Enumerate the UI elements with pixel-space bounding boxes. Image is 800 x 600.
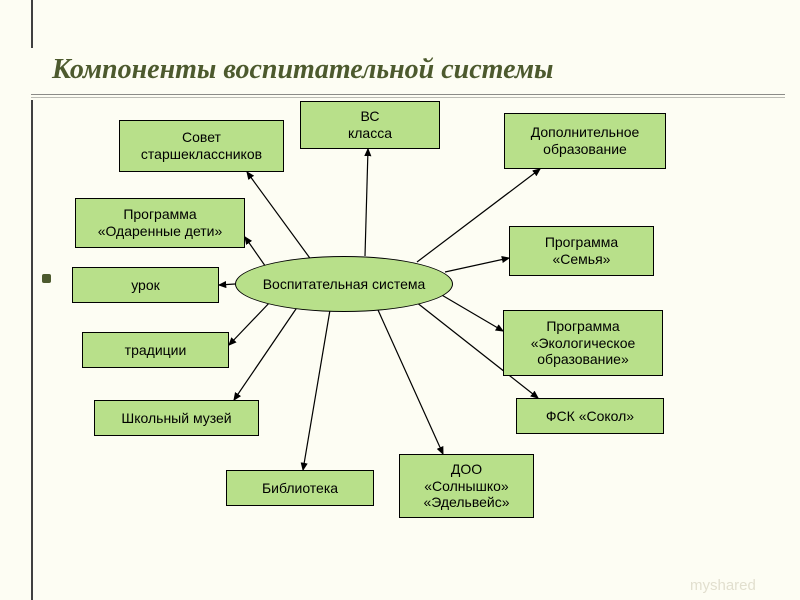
- title-rule-2: [31, 97, 785, 98]
- slide-title: Компоненты воспитательной системы: [52, 54, 553, 86]
- edge-vs-klassa: [365, 149, 368, 256]
- list-bullet: [42, 274, 51, 283]
- node-dop-obr: Дополнительное образование: [504, 113, 666, 169]
- watermark: myshared: [690, 577, 756, 594]
- edge-doo: [378, 310, 443, 454]
- node-biblioteka: Библиотека: [226, 470, 374, 506]
- center-label: Воспитательная система: [263, 276, 426, 292]
- node-vs-klassa: ВС класса: [300, 101, 440, 149]
- node-eco: Программа «Экологическое образование»: [503, 310, 663, 376]
- node-muzei: Школьный музей: [94, 400, 259, 436]
- node-urok: урок: [72, 267, 219, 303]
- node-sovet: Совет старшеклассников: [119, 120, 284, 172]
- edge-eco: [440, 294, 503, 331]
- left-accent-line-bottom: [31, 100, 33, 600]
- slide: Компоненты воспитательной системы Воспит…: [0, 0, 800, 600]
- node-odarennye: Программа «Одаренные дети»: [75, 198, 245, 248]
- node-doo: ДОО «Солнышко» «Эдельвейс»: [399, 454, 534, 518]
- edge-semya: [445, 258, 509, 272]
- left-accent-line: [31, 0, 33, 48]
- edge-sovet: [247, 172, 312, 261]
- node-traditsii: традиции: [82, 332, 229, 368]
- node-sokol: ФСК «Сокол»: [516, 398, 664, 434]
- edge-urok: [219, 284, 235, 285]
- edge-traditsii: [229, 300, 272, 345]
- title-rule: [31, 94, 785, 95]
- node-semya: Программа «Семья»: [509, 226, 654, 276]
- edge-muzei: [234, 306, 298, 400]
- center-node: Воспитательная система: [235, 256, 453, 312]
- edge-biblioteka: [303, 310, 330, 470]
